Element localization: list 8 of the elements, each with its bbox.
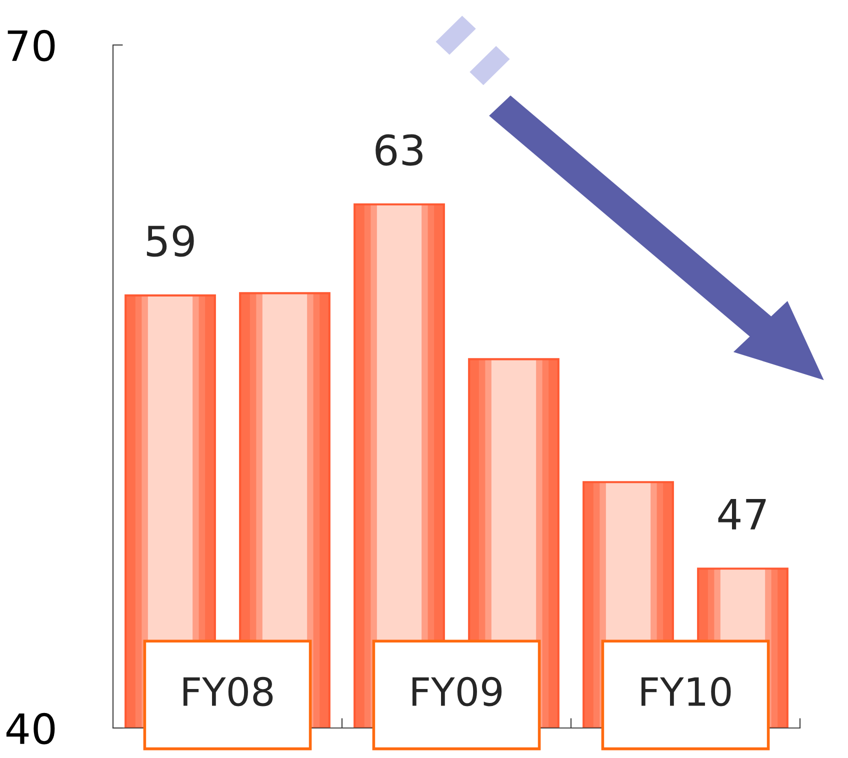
data-label: 59 (146, 225, 194, 257)
annotation: FY08 (184, 676, 273, 706)
data-label: 63 (376, 134, 422, 166)
annotation: FY09 (412, 676, 502, 706)
annotation: FY10 (642, 676, 731, 706)
data-label: 47 (718, 499, 766, 530)
y-tick-label: 40 (6, 712, 55, 744)
y-tick-label: 70 (8, 30, 55, 62)
